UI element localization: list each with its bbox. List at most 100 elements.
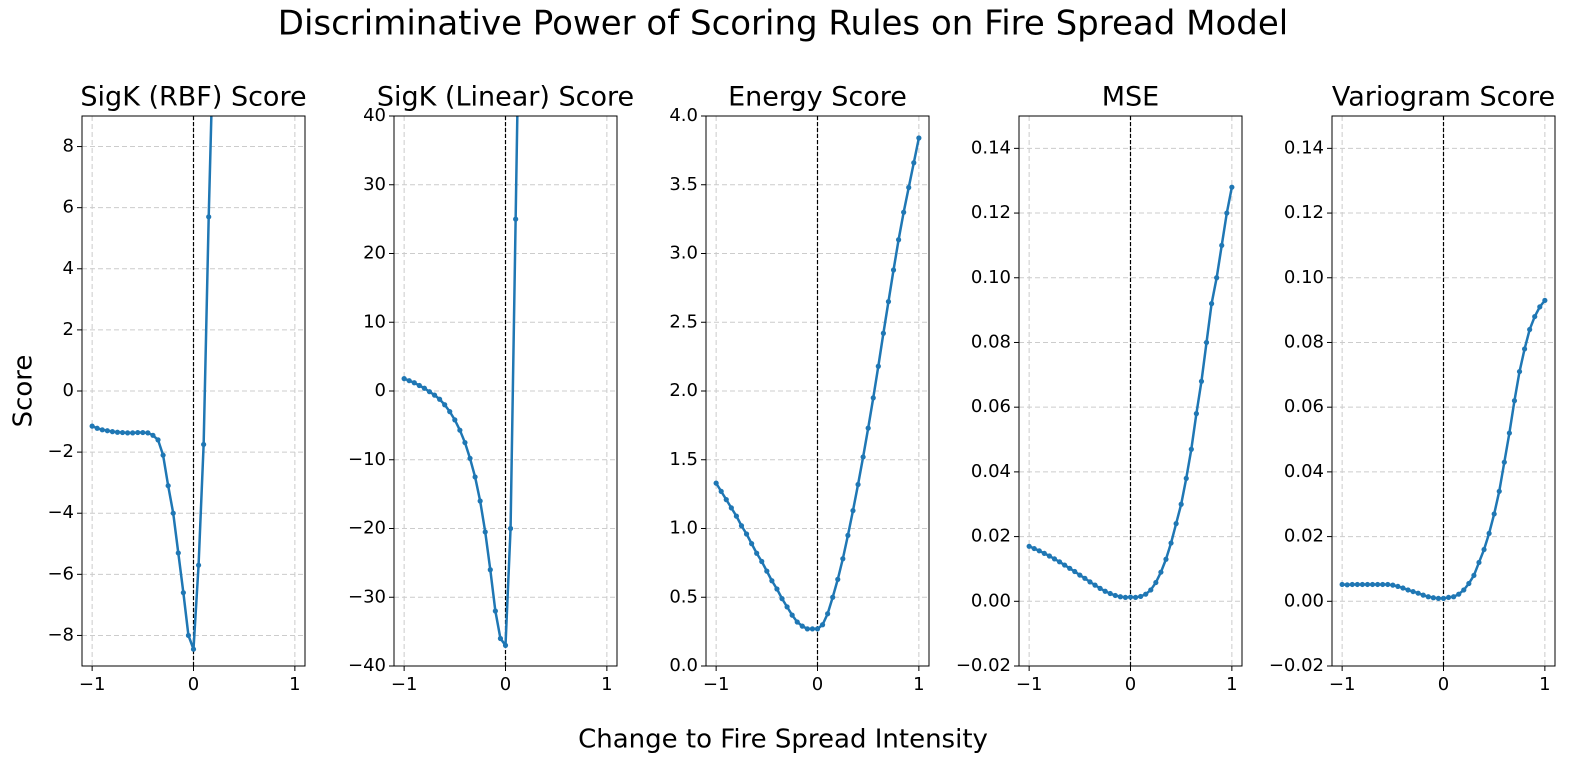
point <box>830 594 836 600</box>
y-tick-label: 2.0 <box>669 380 698 401</box>
point <box>713 480 719 486</box>
point <box>1087 579 1093 585</box>
point <box>1375 581 1381 588</box>
point <box>906 184 912 191</box>
x-tick-label: −1 <box>79 674 106 695</box>
y-tick-label: −40 <box>348 655 386 676</box>
y-tick-label: 0.00 <box>971 590 1011 611</box>
y-tick-label: 0.08 <box>1284 331 1324 352</box>
point <box>916 135 922 141</box>
point <box>865 425 871 431</box>
point <box>1178 501 1184 507</box>
point <box>201 441 207 448</box>
point <box>1208 301 1215 307</box>
y-tick-label: 6 <box>63 197 74 218</box>
point <box>825 611 831 617</box>
subplot-title: Energy Score <box>728 82 907 113</box>
point <box>1138 593 1144 600</box>
y-tick-label: 2.5 <box>669 311 698 332</box>
y-tick-label: −0.02 <box>1269 655 1324 676</box>
point <box>180 590 186 596</box>
point <box>125 430 131 436</box>
point <box>492 608 498 614</box>
point <box>1056 559 1063 565</box>
y-tick-label: −8 <box>47 624 74 645</box>
point <box>754 550 760 556</box>
point <box>1405 587 1411 593</box>
point <box>1486 530 1492 536</box>
point <box>784 604 790 610</box>
point <box>1026 543 1032 549</box>
point <box>1516 368 1523 375</box>
point <box>1173 521 1179 527</box>
point <box>190 646 197 652</box>
point <box>406 378 412 384</box>
point <box>895 237 902 243</box>
y-tick-label: 10 <box>363 311 386 332</box>
point <box>1229 184 1235 190</box>
y-tick-label: 0 <box>375 380 386 401</box>
point <box>1395 583 1401 590</box>
figure-title: Discriminative Power of Scoring Rules on… <box>278 4 1288 44</box>
point <box>1163 556 1169 562</box>
y-tick-label: −20 <box>348 518 386 539</box>
y-tick-label: 20 <box>363 243 386 264</box>
point <box>1466 580 1472 587</box>
point <box>1542 297 1548 304</box>
x-tick-label: 1 <box>601 674 612 695</box>
point <box>1224 210 1230 216</box>
point <box>1062 562 1068 568</box>
point <box>1082 575 1088 581</box>
point <box>850 508 856 514</box>
point <box>185 632 192 639</box>
axes-frame <box>1018 115 1243 667</box>
point <box>1496 488 1502 494</box>
point <box>1380 581 1386 588</box>
point <box>502 642 509 648</box>
point <box>1435 595 1442 601</box>
point <box>1107 590 1113 597</box>
point <box>885 299 892 305</box>
point <box>140 429 146 436</box>
point <box>1219 242 1225 249</box>
y-tick-label: −30 <box>348 586 386 607</box>
point <box>1072 568 1078 575</box>
x-tick-label: 1 <box>1226 674 1237 695</box>
point <box>145 430 151 436</box>
point <box>1117 594 1123 600</box>
point <box>109 429 116 435</box>
axes-frame <box>705 115 930 667</box>
point <box>482 529 488 535</box>
y-tick-label: 0.02 <box>1284 526 1324 547</box>
point <box>1369 581 1376 588</box>
point <box>99 427 105 433</box>
x-tick-label: −1 <box>1016 674 1043 695</box>
point <box>411 380 417 386</box>
y-tick-label: 0.08 <box>971 331 1011 352</box>
point <box>1410 588 1416 595</box>
x-tick-label: 0 <box>500 674 511 695</box>
point <box>457 427 463 433</box>
point <box>794 619 800 625</box>
subplot-title: SigK (RBF) Score <box>80 82 306 113</box>
point <box>1127 594 1134 600</box>
point <box>472 474 478 480</box>
plot-area <box>89 22 216 652</box>
y-tick-label: 0.10 <box>971 267 1011 288</box>
point <box>1506 430 1512 436</box>
y-tick-label: −0.02 <box>956 655 1011 676</box>
point <box>789 612 795 618</box>
point <box>1415 590 1421 596</box>
point <box>764 568 770 574</box>
point <box>1390 582 1396 588</box>
point <box>1440 595 1447 601</box>
point <box>211 22 216 27</box>
point <box>840 556 846 562</box>
point <box>401 376 407 382</box>
point <box>114 429 121 435</box>
point <box>718 488 724 494</box>
plot-area <box>1339 297 1548 601</box>
y-tick-label: 0.04 <box>971 461 1011 482</box>
point <box>1092 582 1098 588</box>
point <box>1537 304 1543 310</box>
